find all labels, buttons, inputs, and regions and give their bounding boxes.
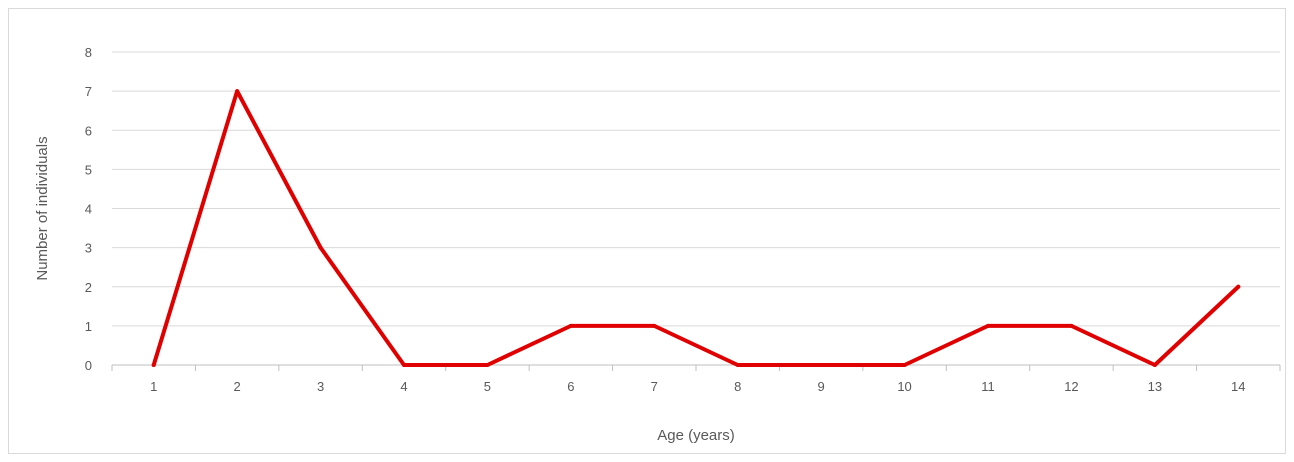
data-point [485, 363, 490, 367]
x-axis-title: Age (years) [657, 427, 735, 444]
data-point [819, 363, 824, 367]
series-line [151, 89, 1241, 367]
data-point [235, 89, 240, 94]
x-tick-label: 3 [317, 379, 324, 394]
x-tick-label: 8 [734, 379, 741, 394]
y-axis-tick-labels: 0 1 2 3 4 5 6 7 8 [85, 45, 92, 373]
x-tick-label: 13 [1148, 379, 1162, 394]
data-point [735, 363, 740, 367]
x-axis-ticks [111, 365, 1281, 371]
x-tick-label: 1 [150, 379, 157, 394]
y-tick-label: 0 [85, 358, 92, 373]
chart-frame [8, 8, 1286, 454]
x-tick-label: 14 [1231, 379, 1245, 394]
y-tick-label: 2 [85, 280, 92, 295]
x-tick-label: 6 [567, 379, 574, 394]
y-tick-label: 4 [85, 202, 92, 217]
data-point [151, 363, 156, 367]
data-point [902, 363, 907, 367]
y-tick-label: 7 [85, 84, 92, 99]
gridlines [112, 51, 1280, 327]
x-tick-label: 12 [1064, 379, 1078, 394]
data-point [1236, 284, 1241, 289]
data-point [652, 323, 657, 328]
x-tick-label: 11 [981, 379, 995, 394]
y-axis-title: Number of individuals [34, 136, 51, 280]
y-tick-label: 6 [85, 123, 92, 138]
y-tick-label: 3 [85, 241, 92, 256]
x-tick-label: 2 [234, 379, 241, 394]
y-tick-label: 8 [85, 45, 92, 60]
y-tick-label: 1 [85, 319, 92, 334]
x-axis-tick-labels: 1 2 3 4 5 6 7 8 9 10 11 12 13 14 [150, 379, 1245, 394]
data-point [1152, 363, 1157, 367]
y-tick-label: 5 [85, 162, 92, 177]
data-point [986, 323, 990, 328]
x-tick-label: 9 [818, 379, 825, 394]
x-tick-label: 4 [400, 379, 407, 394]
x-tick-label: 7 [651, 379, 658, 394]
x-tick-label: 10 [897, 379, 911, 394]
data-point [402, 363, 406, 367]
data-point [1069, 323, 1074, 328]
series-layer [151, 89, 1241, 367]
data-point [568, 323, 573, 328]
data-point [318, 245, 323, 250]
x-tick-label: 5 [484, 379, 491, 394]
